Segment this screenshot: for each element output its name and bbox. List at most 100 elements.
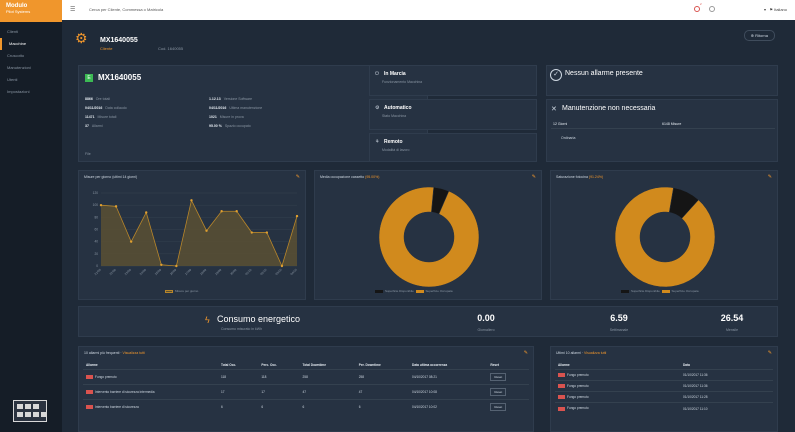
x-tick-label: 25/09: [154, 268, 162, 276]
stat-misure-totali: 11471 Misure totali: [85, 115, 117, 119]
alarm-tag: [86, 405, 93, 410]
maintenance-col2: 6148 Misure: [662, 122, 682, 126]
table-header-row: Allarme Total Occ. Perc. Occ. Total Down…: [83, 361, 529, 370]
chart-legend: Superficie Disponibile Superficie Occupa…: [375, 289, 453, 293]
sidebar-item-clienti[interactable]: Clienti: [7, 29, 19, 34]
energy-monthly-label: Mensile: [725, 328, 739, 332]
power-icon: ⏻: [375, 71, 379, 77]
status-sub: Modalità di lavoro: [382, 148, 410, 152]
energy-weekly-label: Settimanale: [609, 328, 629, 332]
last-alarms-card: Ultimi 10 allarmi · Visualizza tutti ✎ A…: [550, 346, 778, 432]
sidebar-item-manutenzioni[interactable]: Manutenzioni: [7, 65, 31, 70]
help-icon[interactable]: [709, 6, 715, 12]
data-point: [114, 205, 118, 208]
col-header[interactable]: Data: [683, 363, 690, 367]
donut-chart-cassetto: [378, 186, 480, 288]
x-tick-label: 01/10: [244, 268, 252, 276]
x-tick-label: 02/10: [259, 268, 267, 276]
energy-card: ϟ Consumo energetico Consumo misurato in…: [78, 306, 778, 337]
sidebar-item-cruscotto[interactable]: Cruscotto: [7, 53, 25, 58]
x-tick-label: 29/09: [214, 268, 222, 276]
data-point: [250, 231, 253, 234]
sidebar-item-utenti[interactable]: Utenti: [7, 77, 18, 82]
energy-monthly-value: 26.54: [720, 313, 744, 323]
reset-button[interactable]: Reset: [490, 373, 507, 381]
x-tick-label: 04/10: [290, 268, 298, 276]
chart-legend: Superficie Disponibile Superficie Occupa…: [621, 289, 699, 293]
search-input[interactable]: Cerca per Cliente, Commessa o Matricola: [89, 7, 164, 12]
col-header[interactable]: Total Downtime: [302, 363, 327, 367]
status-sub: Funzionamento Macchina: [382, 80, 423, 84]
stat-ultima-manutenzione: 04/11/2016 Ultima manutenzione: [209, 106, 263, 110]
reset-button[interactable]: Reset: [490, 403, 507, 411]
main-content: ⚙ MX1640055 Cliente Cod. 1640055 ⊕ Ritor…: [62, 20, 795, 432]
brand-logo[interactable]: Modulo Pilot Systems: [0, 0, 62, 22]
page-subtitle[interactable]: Cliente: [100, 46, 113, 51]
reset-button[interactable]: Reset: [490, 388, 507, 396]
data-point: [205, 229, 208, 232]
view-all-link[interactable]: Visualizza tutti: [584, 351, 607, 355]
x-tick-label: 28/09: [199, 268, 207, 276]
x-tick-label: 27/09: [184, 268, 192, 276]
files-link[interactable]: File: [85, 152, 91, 156]
col-header[interactable]: Allarme: [558, 363, 570, 367]
gear-icon: ⚙: [375, 105, 380, 111]
data-point: [220, 210, 223, 213]
y-tick-label: 120: [93, 191, 99, 195]
x-tick-label: 24/09: [139, 268, 147, 276]
alarm-tag: [558, 406, 565, 411]
y-tick-label: 100: [93, 203, 99, 207]
view-all-link[interactable]: Visualizza tutti: [122, 351, 145, 355]
col-header[interactable]: Allarme: [86, 363, 98, 367]
back-button[interactable]: ⊕ Ritorna: [743, 30, 775, 41]
pencil-icon[interactable]: ✎: [767, 350, 772, 356]
hamburger-icon[interactable]: ☰: [70, 7, 76, 13]
chart-title: Misure per giorno (ultimi 14 giorni): [84, 175, 138, 179]
energy-title: Consumo energetico: [217, 314, 301, 324]
alarm-status-title: Nessun allarme presente: [565, 70, 643, 77]
energy-sub: Consumo misurato in kWh: [221, 327, 263, 331]
col-header[interactable]: Per. Downtime: [358, 363, 381, 367]
maintenance-title: Manutenzione non necessaria: [562, 105, 656, 112]
y-tick-label: 80: [94, 215, 98, 219]
sidebar-item-macchine[interactable]: Macchine: [0, 38, 62, 50]
alarm-tag: [558, 395, 565, 400]
topbar: ☰ Cerca per Cliente, Commessa o Matricol…: [62, 0, 795, 20]
wrench-icon: ✕: [551, 106, 557, 113]
donut-chart-fotocina: [614, 186, 716, 288]
machine-code: MX1640055: [98, 73, 142, 82]
col-header[interactable]: Perc. Occ.: [261, 363, 277, 367]
data-point: [280, 264, 284, 268]
table-row: Fungo premuto 118 118 258 258 04/10/2017 0…: [83, 369, 529, 385]
status-card-marcia: ⏻ In Marcia Funzionamento Macchina: [369, 65, 537, 96]
x-tick-label: 23/09: [124, 268, 132, 276]
col-header[interactable]: Data ultima occorrenza: [412, 363, 448, 367]
pencil-icon[interactable]: ✎: [523, 350, 528, 356]
data-point: [190, 199, 193, 202]
x-tick-label: 03/10: [274, 268, 282, 276]
x-tick-label: 21/09: [94, 268, 102, 276]
energy-icon: ϟ: [205, 315, 210, 325]
status-title: Remoto: [384, 139, 403, 145]
pencil-icon[interactable]: ✎: [767, 174, 772, 180]
remote-icon: ⚘: [375, 139, 380, 145]
last-alarms-table: Allarme Data Fungo premuto 01/10/2017 11:…: [555, 361, 773, 414]
language-selector[interactable]: ▾ ⚑ Italiano: [764, 7, 787, 12]
pencil-icon[interactable]: ✎: [531, 174, 536, 180]
stat-ore-totali: 8866 Ore totali: [85, 97, 110, 101]
table-header-row: Allarme Data: [555, 361, 773, 370]
notification-icon[interactable]: 2: [694, 2, 702, 12]
chart-title: Media occupazione cassetto (95.00%): [320, 175, 380, 179]
alarm-tag: [86, 375, 93, 380]
notification-count: 2: [700, 2, 702, 6]
frequent-alarms-title: 10 allarmi più frequenti · Visualizza tu…: [84, 351, 145, 355]
stat-spazio-occupato: 95.00 % Spazio occupato: [209, 124, 251, 128]
sidebar-item-impostazioni[interactable]: Impostazioni: [7, 89, 30, 94]
page-subtitle-code: Cod. 1640055: [158, 46, 184, 51]
pencil-icon[interactable]: ✎: [295, 174, 300, 180]
stat-data-collaudo: 04/11/2016 Data collaudo: [85, 106, 127, 110]
last-alarms-title: Ultimi 10 allarmi · Visualizza tutti: [556, 351, 607, 355]
y-tick-label: 20: [94, 252, 98, 256]
y-tick-label: 0: [96, 264, 98, 268]
col-header[interactable]: Total Occ.: [221, 363, 237, 367]
